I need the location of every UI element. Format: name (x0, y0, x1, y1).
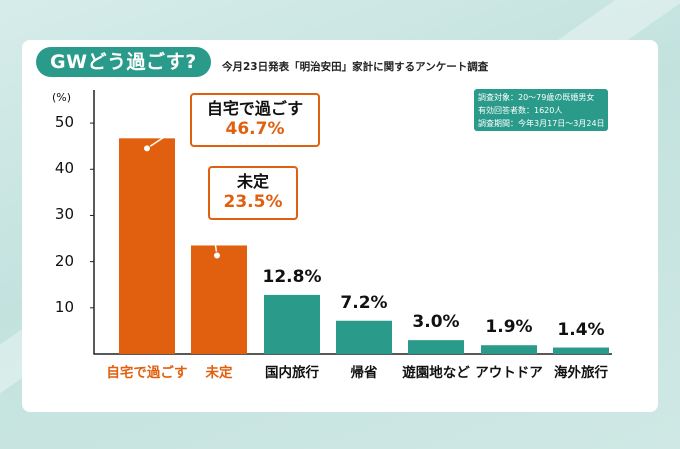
y-tick-label: 50 (54, 113, 74, 132)
y-tick-label: 20 (54, 251, 74, 270)
bar-4 (408, 340, 464, 354)
y-tick-label: 30 (54, 205, 74, 224)
category-label: 未定 (205, 365, 233, 381)
callout-dot (143, 144, 151, 153)
callout-home-label: 自宅で過ごす (206, 99, 304, 118)
callout-dot (213, 251, 221, 260)
survey-target: 調査対象：20～79歳の既婚男女 (478, 93, 595, 102)
bar-value-label: 7.2% (340, 292, 388, 313)
bar-value-label: 12.8% (262, 266, 322, 287)
bar-0 (119, 138, 175, 354)
bar-3 (336, 320, 392, 354)
bar-6 (553, 347, 609, 354)
bar-value-label: 1.4% (557, 319, 605, 340)
bar-1 (191, 245, 247, 354)
bar-value-label: 3.0% (412, 312, 460, 333)
survey-period: 調査期間：今年3月17日～3月24日 (478, 119, 605, 128)
callout-undecided: 未定 23.5% (208, 166, 298, 220)
bar-5 (481, 345, 537, 354)
y-axis-unit: (%) (52, 91, 72, 104)
callout-leader-line (146, 119, 191, 149)
chart-title: GWどう過ごす? (36, 47, 211, 77)
category-label: 海外旅行 (554, 365, 608, 381)
category-label: 自宅で過ごす (106, 365, 188, 381)
category-label: 帰省 (350, 365, 378, 381)
callout-undecided-label: 未定 (236, 172, 269, 191)
y-tick-label: 10 (54, 297, 74, 316)
survey-respondents: 有効回答者数：1620人 (478, 106, 563, 115)
callout-home: 自宅で過ごす 46.7% (190, 93, 320, 147)
bar-2 (264, 294, 320, 354)
callout-undecided-value: 23.5% (223, 192, 283, 212)
category-label: アウトドア (475, 365, 543, 381)
bar-value-label: 1.9% (485, 317, 533, 338)
callout-home-value: 46.7% (225, 119, 285, 139)
chart-subtitle: 今月23日発表「明治安田」家計に関するアンケート調査 (222, 61, 489, 73)
category-label: 国内旅行 (265, 365, 319, 381)
category-label: 遊園地など (402, 365, 470, 381)
y-tick-label: 40 (54, 159, 74, 178)
survey-info-box: 調査対象：20～79歳の既婚男女 有効回答者数：1620人 調査期間：今年3月1… (474, 89, 608, 131)
